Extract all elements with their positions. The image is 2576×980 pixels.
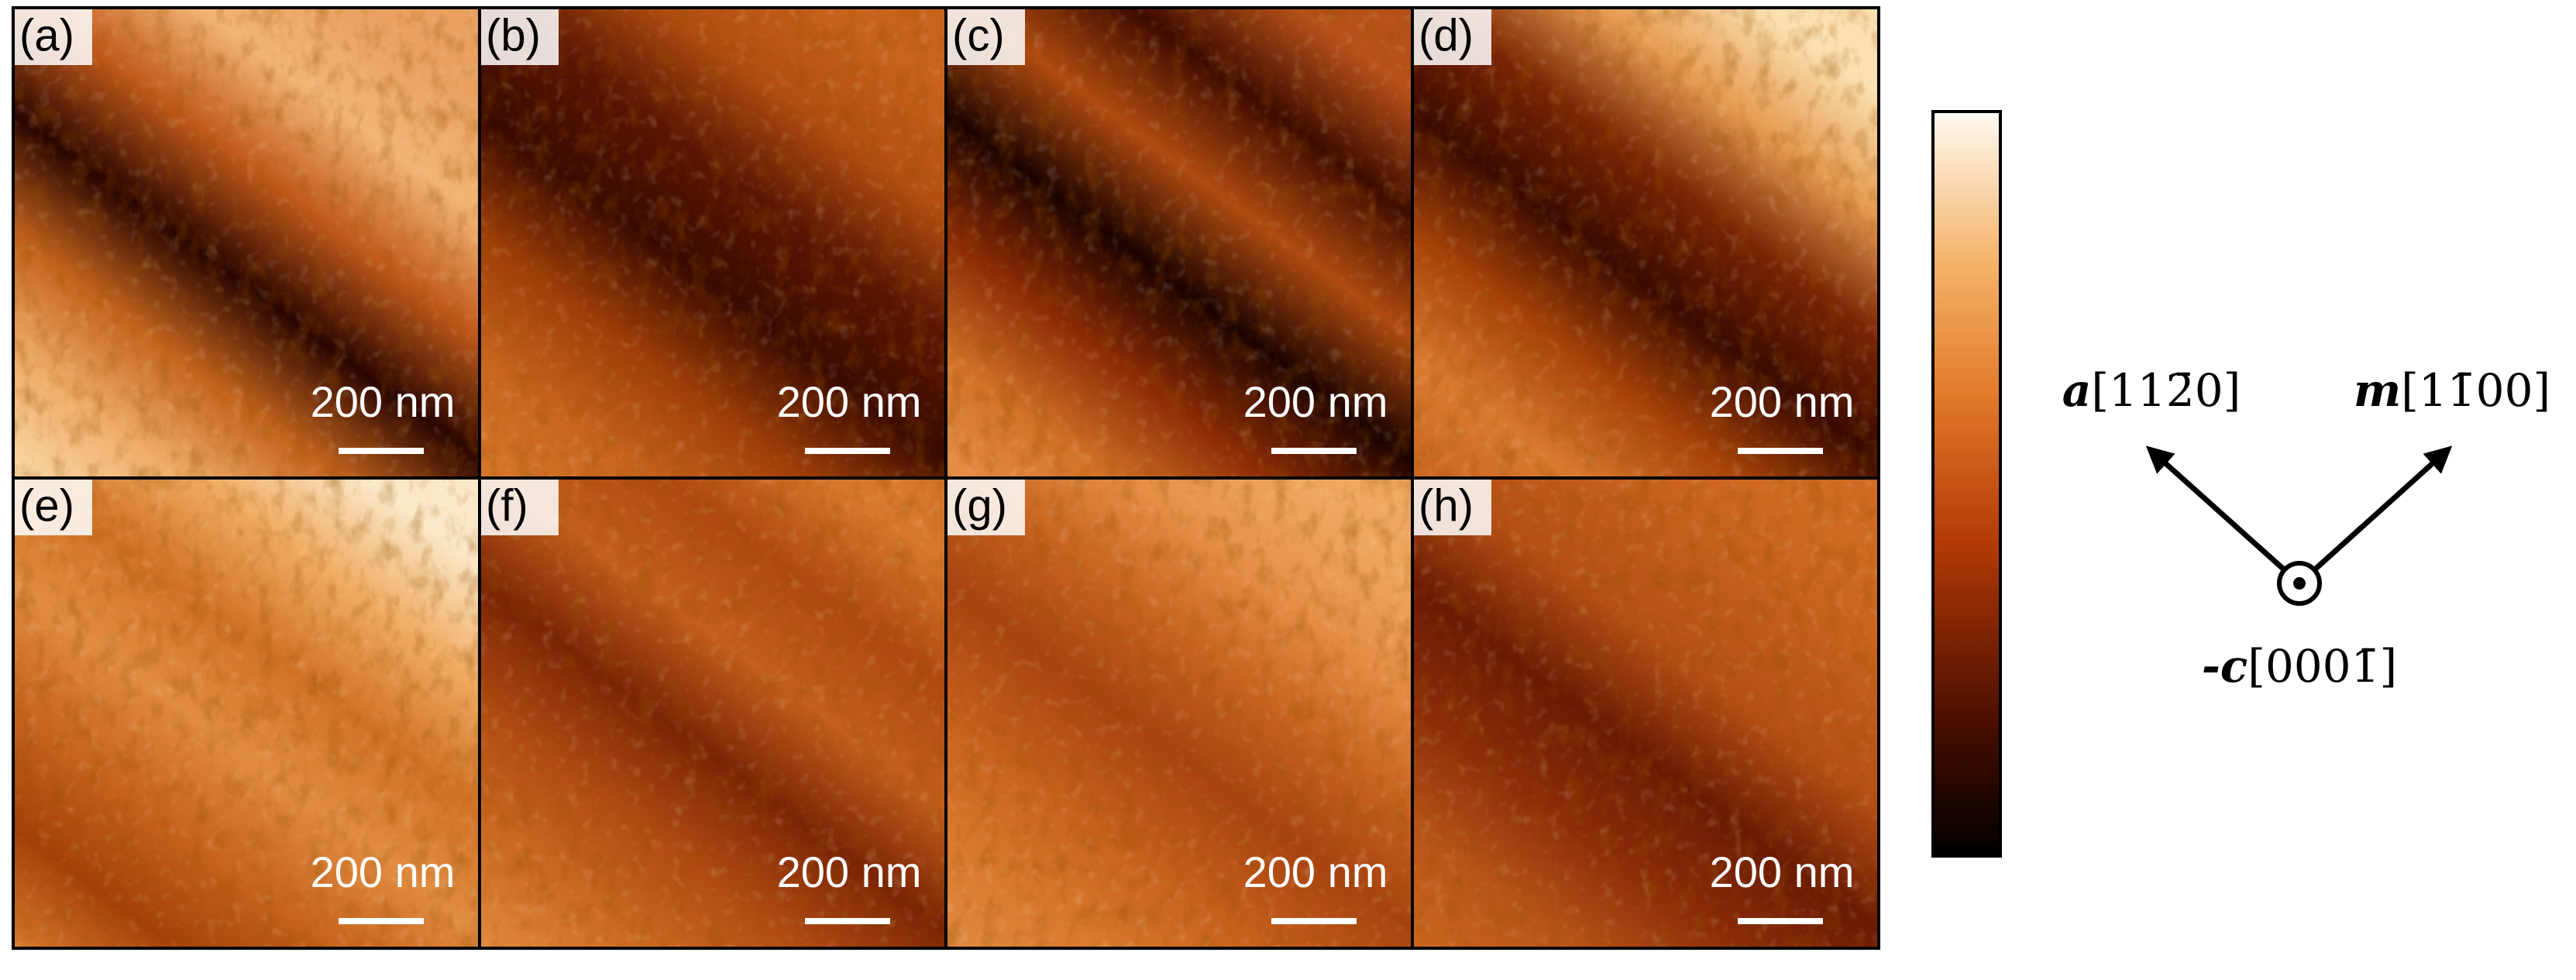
afm-panel: (g) 200 nm: [944, 476, 1414, 950]
panel-label: (c): [952, 10, 1005, 60]
axis-letter: m: [2354, 364, 2401, 417]
afm-texture: [1412, 478, 1879, 948]
label-background: [481, 480, 559, 535]
label-background: [948, 480, 1025, 535]
panel-label: (h): [1419, 480, 1474, 531]
scale-bar: [1271, 448, 1357, 454]
axis-letter: a: [2062, 364, 2092, 417]
label-background: [948, 9, 1025, 65]
panel-label: (d): [1419, 10, 1474, 60]
scale-bar: [339, 448, 424, 454]
afm-texture: [1412, 8, 1879, 478]
afm-panels: (a) 200 nm (b) 200 nm (c) 200 nm (d) 200 nm (e) 2…: [12, 6, 1880, 950]
arrow: [2297, 445, 2453, 586]
direction-label: -c[0001̄]: [2202, 640, 2397, 693]
afm-panel: (a) 200 nm: [12, 6, 481, 480]
scale-bar-label: 200 nm: [777, 377, 922, 426]
afm-panel: (d) 200 nm: [1411, 6, 1880, 480]
afm-texture: [480, 8, 946, 478]
scale-bar: [805, 448, 890, 454]
afm-panel: (h) 200 nm: [1411, 476, 1880, 950]
scale-bar: [1738, 918, 1823, 924]
label-background: [481, 9, 559, 65]
panel-label: (b): [486, 10, 541, 60]
panel-border: [1411, 476, 1880, 950]
scale-bar-label: 200 nm: [1243, 848, 1388, 896]
direction-diagram: a[112̄0] m[11̄00] -c[0001̄]: [2062, 364, 2550, 693]
afm-texture: [946, 478, 1412, 948]
direction-label: m[11̄00]: [2354, 364, 2550, 417]
panel-label: (g): [952, 480, 1007, 531]
panel-label: (a): [19, 10, 74, 60]
panel-label: (e): [19, 480, 74, 531]
scale-bar-label: 200 nm: [311, 848, 456, 896]
direction-label: a[112̄0]: [2062, 364, 2241, 417]
afm-texture: [13, 8, 480, 478]
label-background: [1414, 480, 1491, 535]
scale-bar: [1738, 448, 1823, 454]
label-background: [15, 480, 92, 535]
axis-letter: -c: [2202, 640, 2248, 693]
afm-panel: (e) 200 nm: [12, 476, 481, 950]
miller-index: [0001̄]: [2248, 640, 2397, 693]
scale-bar: [805, 918, 890, 924]
afm-panel: (b) 200 nm: [478, 6, 948, 480]
scale-bar-label: 200 nm: [311, 377, 456, 426]
afm-texture: [480, 478, 946, 948]
miller-index: [11̄00]: [2401, 364, 2550, 417]
panel-label: (f): [486, 480, 528, 531]
afm-panel: (c) 200 nm: [944, 6, 1414, 480]
scale-bar: [1271, 918, 1357, 924]
afm-texture: [946, 8, 1412, 478]
afm-panel: (f) 200 nm: [478, 476, 948, 950]
afm-texture: [13, 478, 480, 948]
label-background: [15, 9, 92, 65]
scale-bar-label: 200 nm: [1710, 377, 1855, 426]
arrow: [2145, 445, 2302, 586]
colorbar: [1931, 110, 2002, 858]
miller-index: [112̄0]: [2091, 364, 2241, 417]
out-of-plane-dot: [2293, 577, 2306, 590]
scale-bar: [339, 918, 424, 924]
scale-bar-label: 200 nm: [1710, 848, 1855, 896]
scale-bar-label: 200 nm: [1243, 377, 1388, 426]
scale-bar-label: 200 nm: [777, 848, 922, 896]
label-background: [1414, 9, 1491, 65]
